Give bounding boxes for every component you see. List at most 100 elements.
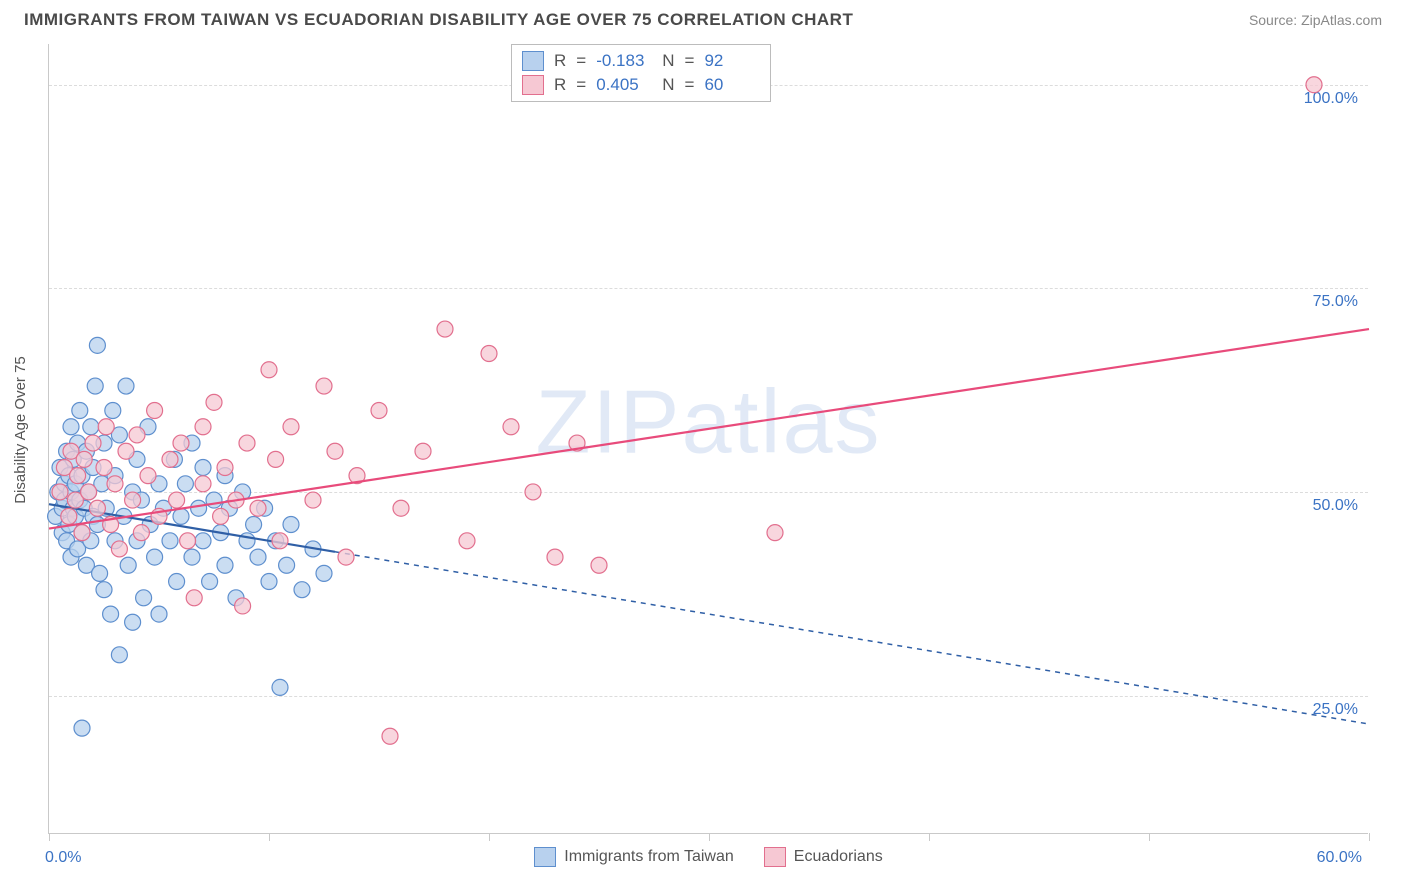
- scatter-point: [393, 500, 409, 516]
- scatter-point: [316, 565, 332, 581]
- scatter-point: [105, 402, 121, 418]
- scatter-point: [147, 549, 163, 565]
- x-tick-label-min: 0.0%: [45, 849, 81, 867]
- scatter-point: [195, 476, 211, 492]
- swatch-series-1: [764, 847, 786, 867]
- scatter-point: [250, 500, 266, 516]
- swatch-series-0: [522, 51, 544, 71]
- scatter-point: [136, 590, 152, 606]
- scatter-point: [118, 443, 134, 459]
- scatter-point: [261, 574, 277, 590]
- legend-label-0: Immigrants from Taiwan: [564, 848, 734, 866]
- scatter-point: [195, 533, 211, 549]
- x-tick: [489, 833, 490, 841]
- legend-label-1: Ecuadorians: [794, 848, 883, 866]
- swatch-series-0: [534, 847, 556, 867]
- scatter-point: [162, 533, 178, 549]
- stats-legend: R = -0.183 N = 92 R = 0.405 N = 60: [511, 44, 771, 102]
- scatter-point: [191, 500, 207, 516]
- scatter-point: [481, 345, 497, 361]
- scatter-point: [261, 362, 277, 378]
- scatter-point: [279, 557, 295, 573]
- scatter-point: [74, 525, 90, 541]
- scatter-point: [70, 468, 86, 484]
- scatter-point: [217, 557, 233, 573]
- scatter-point: [186, 590, 202, 606]
- scatter-point: [52, 484, 68, 500]
- scatter-point: [103, 606, 119, 622]
- scatter-point: [195, 460, 211, 476]
- scatter-point: [217, 460, 233, 476]
- scatter-point: [272, 679, 288, 695]
- scatter-point: [294, 582, 310, 598]
- scatter-point: [1306, 77, 1322, 93]
- plot-area: ZIPatlas 25.0%50.0%75.0%100.0% R = -0.18…: [48, 44, 1368, 834]
- scatter-point: [98, 419, 114, 435]
- N-value-0: 92: [704, 49, 760, 73]
- N-label: N: [662, 73, 674, 97]
- scatter-point: [195, 419, 211, 435]
- eq-sign: =: [576, 49, 586, 73]
- scatter-point: [525, 484, 541, 500]
- scatter-point: [184, 549, 200, 565]
- scatter-point: [169, 574, 185, 590]
- scatter-point: [120, 557, 136, 573]
- scatter-point: [767, 525, 783, 541]
- scatter-point: [180, 533, 196, 549]
- scatter-point: [83, 419, 99, 435]
- scatter-point: [371, 402, 387, 418]
- scatter-point: [283, 517, 299, 533]
- scatter-point: [213, 508, 229, 524]
- scatter-point: [173, 435, 189, 451]
- x-tick: [49, 833, 50, 841]
- R-label: R: [554, 73, 566, 97]
- eq-sign: =: [576, 73, 586, 97]
- scatter-point: [89, 337, 105, 353]
- swatch-series-1: [522, 75, 544, 95]
- title-bar: IMMIGRANTS FROM TAIWAN VS ECUADORIAN DIS…: [0, 0, 1406, 38]
- scatter-point: [206, 492, 222, 508]
- R-value-1: 0.405: [596, 73, 652, 97]
- scatter-point: [239, 435, 255, 451]
- scatter-point: [173, 508, 189, 524]
- scatter-point: [151, 606, 167, 622]
- scatter-point: [250, 549, 266, 565]
- scatter-point: [169, 492, 185, 508]
- scatter-point: [133, 525, 149, 541]
- scatter-point: [283, 419, 299, 435]
- scatter-point: [92, 565, 108, 581]
- x-tick-label-max: 60.0%: [1317, 849, 1362, 867]
- scatter-point: [437, 321, 453, 337]
- trend-line: [49, 329, 1369, 529]
- eq-sign: =: [685, 73, 695, 97]
- x-tick: [269, 833, 270, 841]
- R-value-0: -0.183: [596, 49, 652, 73]
- scatter-point: [503, 419, 519, 435]
- scatter-point: [338, 549, 354, 565]
- scatter-point: [74, 720, 90, 736]
- bottom-legend: Immigrants from Taiwan Ecuadorians: [49, 847, 1368, 867]
- scatter-point: [206, 394, 222, 410]
- legend-item-1: Ecuadorians: [764, 847, 883, 867]
- scatter-point: [96, 460, 112, 476]
- R-label: R: [554, 49, 566, 73]
- stats-row-0: R = -0.183 N = 92: [522, 49, 760, 73]
- source-label: Source: ZipAtlas.com: [1249, 12, 1382, 28]
- scatter-point: [76, 451, 92, 467]
- stats-row-1: R = 0.405 N = 60: [522, 73, 760, 97]
- N-value-1: 60: [704, 73, 760, 97]
- x-tick: [709, 833, 710, 841]
- scatter-point: [140, 468, 156, 484]
- scatter-svg: [49, 44, 1368, 833]
- scatter-point: [177, 476, 193, 492]
- scatter-point: [415, 443, 431, 459]
- scatter-point: [382, 728, 398, 744]
- scatter-point: [316, 378, 332, 394]
- scatter-point: [61, 508, 77, 524]
- scatter-point: [547, 549, 563, 565]
- scatter-point: [118, 378, 134, 394]
- scatter-point: [96, 582, 112, 598]
- scatter-point: [459, 533, 475, 549]
- scatter-point: [111, 647, 127, 663]
- scatter-point: [89, 500, 105, 516]
